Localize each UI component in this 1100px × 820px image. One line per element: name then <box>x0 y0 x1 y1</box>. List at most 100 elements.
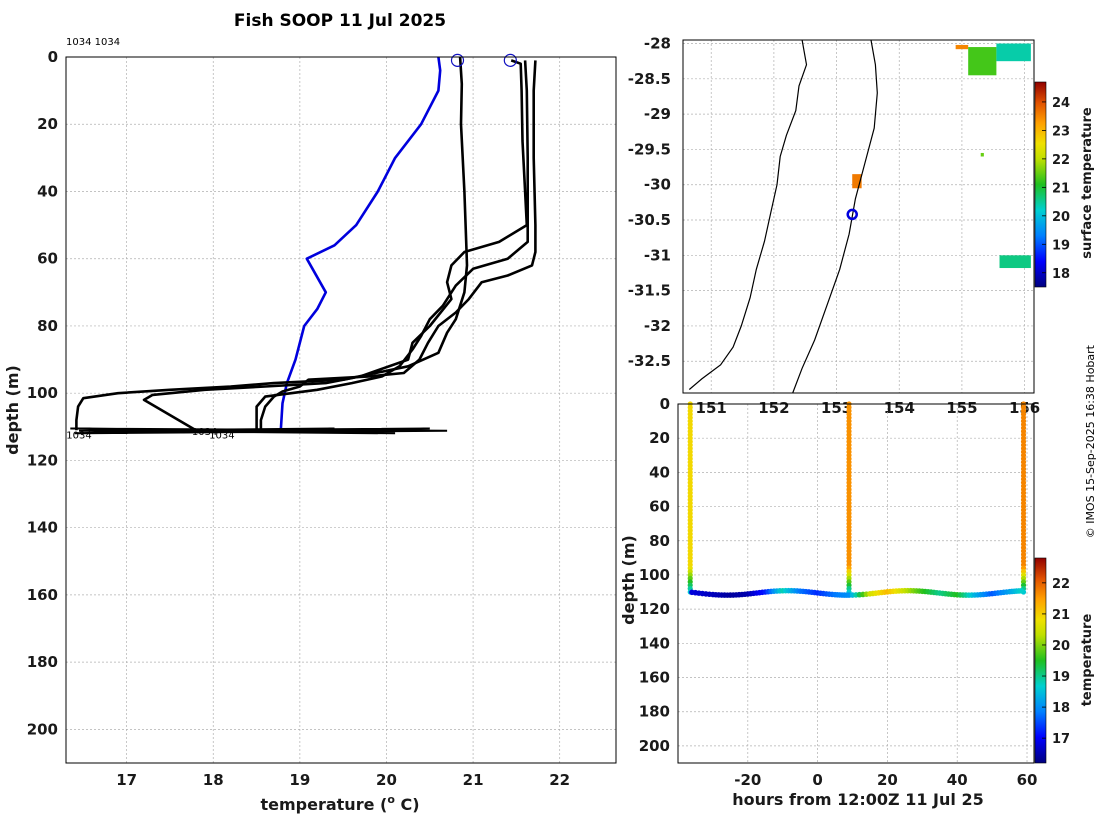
section-xtick-label: 60 <box>1017 771 1038 789</box>
section-xlabel: hours from 12:00Z 11 Jul 25 <box>732 790 983 809</box>
black-profile-1 <box>75 56 469 431</box>
map-ytick-label: -30.5 <box>628 211 671 229</box>
map-colorbar-label: surface temperature <box>1080 107 1095 259</box>
profile-ytick-label: 100 <box>27 384 58 402</box>
profile-xtick-label: 18 <box>203 771 224 789</box>
map-colorbar-tick-label: 24 <box>1052 96 1070 111</box>
surface-marker <box>450 53 465 67</box>
section-colorbar-tick-label: 22 <box>1052 577 1070 592</box>
map-ytick-label: -31 <box>644 246 671 264</box>
profile-xtick-label: 20 <box>376 771 397 789</box>
profile-ytick-label: 0 <box>48 48 58 66</box>
map-colorbar <box>1034 81 1047 288</box>
section-xtick-label: 0 <box>812 771 822 789</box>
section-colorbar-tick-label: 20 <box>1052 639 1070 654</box>
section-colorbar-tick-label: 18 <box>1052 701 1070 716</box>
map-colorbar-tick-label: 22 <box>1052 153 1070 168</box>
blue-profile <box>279 56 442 431</box>
profile-ytick-label: 120 <box>27 451 58 469</box>
section-colorbar-tick-label: 17 <box>1052 732 1070 747</box>
profile-series <box>70 56 537 435</box>
depth-time-section-panel: -20 0 20 40 60 0 20 40 60 80 100 120 140 160 180 200 ho… <box>619 395 1095 809</box>
profile-bottom-label: 1034 <box>66 431 91 442</box>
profile-ytick-label: 40 <box>37 182 58 200</box>
profile-tick-labels: 17 18 19 20 21 22 0 20 40 60 80 100 120 140 160 180 200 <box>27 48 570 789</box>
map-colorbar-tick-label: 23 <box>1052 124 1070 139</box>
section-xtick-label: -20 <box>734 771 761 789</box>
section-colorbar-label: temperature <box>1080 614 1095 707</box>
bottom-point <box>1018 588 1025 594</box>
map-colorbar-tick-label: 18 <box>1052 267 1070 282</box>
credit-text: © IMOS 15-Sep-2025 16:38 Hobart <box>1084 344 1097 538</box>
section-ytick-label: 80 <box>649 532 670 550</box>
sst-patch <box>968 47 997 76</box>
section-ylabel: depth (m) <box>619 535 638 625</box>
map-ytick-label: -29.5 <box>628 140 671 158</box>
profile-bottom-label: 1034 <box>209 431 234 442</box>
map-tick-labels: -28 -28.5 -29 -29.5 -30 -30.5 -31 -31.5 -32 -32.5… <box>628 35 1041 417</box>
profile-ytick-label: 60 <box>37 250 58 268</box>
section-points <box>687 401 1027 598</box>
section-ytick-label: 0 <box>660 395 670 413</box>
section-ytick-label: 40 <box>649 463 670 481</box>
sst-patch <box>852 174 862 189</box>
map-xtick-label: 155 <box>946 399 977 417</box>
temperature-profile-panel: 17 18 19 20 21 22020406080100120140160180200 … <box>3 37 617 814</box>
map-xtick-label: 152 <box>758 399 789 417</box>
section-ytick-label: 140 <box>639 634 670 652</box>
section-ytick-label: 120 <box>639 600 670 618</box>
map-axes-frame <box>682 39 1035 394</box>
profile-ytick-label: 20 <box>37 115 58 133</box>
shelf-break-contour <box>792 39 878 394</box>
map-ytick-label: -32 <box>644 317 671 335</box>
profile-ytick-label: 180 <box>27 653 58 671</box>
map-ytick-label: -28.5 <box>628 70 671 88</box>
map-colorbar-ticks: 18 19 20 21 22 23 24 <box>1042 96 1070 282</box>
section-axes-frame <box>677 403 1035 764</box>
map-ytick-label: -28 <box>644 35 671 53</box>
profile-ytick-label: 140 <box>27 519 58 537</box>
map-colorbar-tick-label: 20 <box>1052 210 1070 225</box>
section-ytick-label: 160 <box>639 669 670 687</box>
map-ytick-label: -31.5 <box>628 282 671 300</box>
profile-xtick-label: 19 <box>289 771 310 789</box>
section-xtick-label: 20 <box>877 771 898 789</box>
map-colorbar-tick-label: 21 <box>1052 181 1070 196</box>
section-ytick-label: 20 <box>649 429 670 447</box>
map-gridlines <box>683 40 1034 393</box>
map-ytick-label: -32.5 <box>628 352 671 370</box>
figure-title: Fish SOOP 11 Jul 2025 <box>234 11 446 31</box>
section-xtick-label: 40 <box>947 771 968 789</box>
profile-ylabel: depth (m) <box>3 365 22 455</box>
profile-ytick-label: 160 <box>27 586 58 604</box>
profile-axes-frame <box>65 56 617 764</box>
profile-xtick-label: 21 <box>463 771 484 789</box>
profile-bottom-label: 1034 <box>192 427 217 438</box>
profile-xlabel: temperature (o C) <box>260 793 419 814</box>
section-colorbar-tick-label: 19 <box>1052 670 1070 685</box>
coastline <box>688 39 808 390</box>
section-colorbar-ticks: 17 18 19 20 21 22 <box>1042 577 1070 747</box>
surface-temperature-map-panel: -28 -28.5 -29 -29.5 -30 -30.5 -31 -31.5 -32 -32.5… <box>628 35 1095 417</box>
profile-ytick-label: 80 <box>37 317 58 335</box>
surface-markers <box>450 53 517 67</box>
black-profile-2 <box>142 59 529 432</box>
vessel-position-marker <box>846 208 858 221</box>
section-tick-labels: -20 0 20 40 60 0 20 40 60 80 100 120 140 160 180 200 <box>639 395 1038 789</box>
profile-xtick-label: 17 <box>116 771 137 789</box>
sst-patch <box>996 43 1031 62</box>
section-ytick-label: 100 <box>639 566 670 584</box>
sst-patch <box>999 255 1031 269</box>
section-ytick-label: 60 <box>649 498 670 516</box>
section-colorbar <box>1034 557 1047 764</box>
profile-ytick-label: 200 <box>27 720 58 738</box>
map-xtick-label: 151 <box>696 399 727 417</box>
profile-top-annotation: 1034 1034 <box>66 37 120 48</box>
map-colorbar-tick-label: 19 <box>1052 238 1070 253</box>
sst-patch <box>980 152 984 157</box>
black-profile-4 <box>259 60 537 431</box>
profile-xtick-label: 22 <box>549 771 570 789</box>
map-ytick-label: -30 <box>644 176 671 194</box>
